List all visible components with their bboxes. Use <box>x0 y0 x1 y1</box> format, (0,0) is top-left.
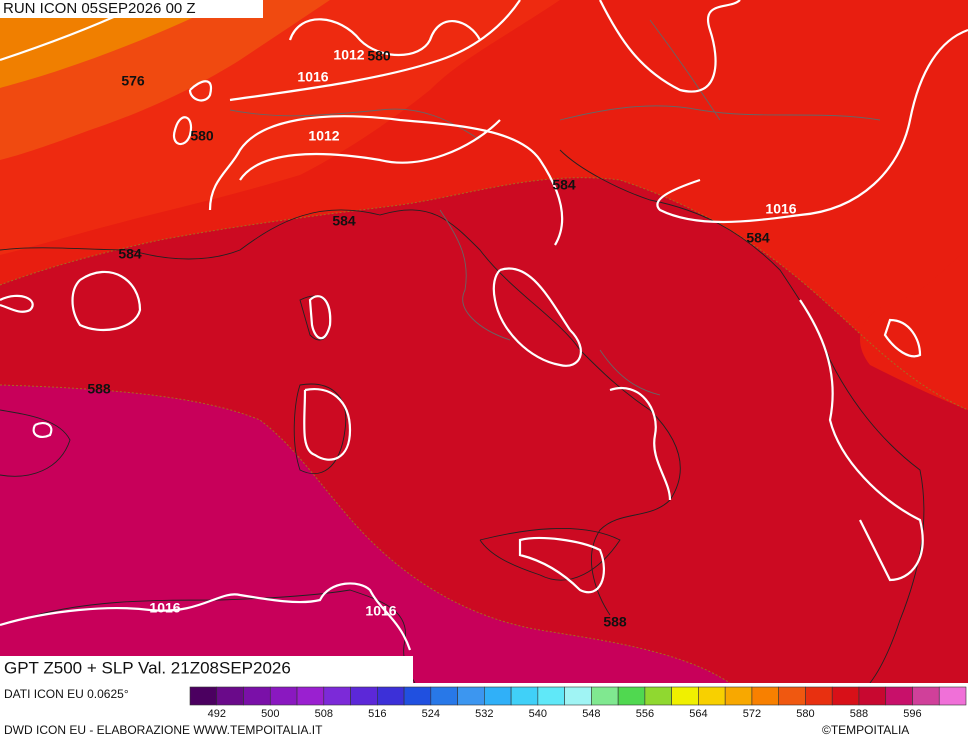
colorbar-label: 500 <box>261 708 279 720</box>
zone-boundary <box>0 384 731 684</box>
contour-label: 580 <box>367 48 391 64</box>
colorbar-label: 580 <box>796 708 814 720</box>
colorbar-swatch <box>617 686 646 706</box>
colorbar-swatch <box>778 686 806 706</box>
colorbar-label: 564 <box>689 708 707 720</box>
colorbar-swatch <box>938 686 967 706</box>
colorbar-swatch <box>457 686 485 706</box>
colorbar-swatch <box>269 686 298 706</box>
colorbar-swatch <box>751 686 779 706</box>
colorbar-label: 508 <box>315 708 333 720</box>
contour-label: 584 <box>552 177 576 193</box>
colorbar-swatch <box>430 686 458 706</box>
contour-label: 576 <box>121 73 145 89</box>
contour-label: 588 <box>87 381 111 397</box>
colorbar-swatch <box>537 686 565 706</box>
colorbar-swatch <box>216 686 244 706</box>
colorbar-label: 548 <box>582 708 600 720</box>
colorbar-swatch <box>644 686 672 706</box>
colorbar-swatch <box>510 686 539 706</box>
colorbar-label: 588 <box>850 708 868 720</box>
colorbar-label: 572 <box>743 708 761 720</box>
colorbar-label: 540 <box>529 708 547 720</box>
zone-boundary <box>0 177 968 411</box>
colorbar-swatch <box>403 686 432 706</box>
colorbar-label: 492 <box>208 708 226 720</box>
colorbar-swatch <box>858 686 887 706</box>
colorbar-swatch <box>591 686 619 706</box>
colorbar-swatch <box>724 686 753 706</box>
subtitle-box <box>0 656 413 683</box>
copyright: ©TEMPOITALIA <box>822 723 909 737</box>
contour-label: 1016 <box>765 201 796 217</box>
colorbar-swatch <box>243 686 271 706</box>
contour-label: 584 <box>332 213 356 229</box>
colorbar-label: 556 <box>636 708 654 720</box>
colorbar-swatch <box>484 686 512 706</box>
run-title: RUN ICON 05SEP2026 00 Z <box>3 0 196 17</box>
header-box <box>0 0 263 18</box>
contour-label: 1016 <box>149 600 180 616</box>
colorbar-swatch <box>377 686 405 706</box>
colorbar-swatch <box>912 686 940 706</box>
colorbar-swatch <box>698 686 726 706</box>
colorbar-swatch <box>831 686 860 706</box>
colorbar-swatch <box>296 686 325 706</box>
contour-label: 1016 <box>365 603 396 619</box>
colorbar-swatch <box>189 686 218 706</box>
colorbar: 492 500 508 516 524 532 540 548 556 564 572 580 588 5… <box>189 686 967 720</box>
colorbar-swatch <box>564 686 592 706</box>
colorbar-swatch <box>323 686 351 706</box>
colorbar-label: 524 <box>422 708 440 720</box>
colorbar-label: 596 <box>903 708 921 720</box>
source: DATI ICON EU 0.0625° <box>4 687 129 701</box>
isobar <box>0 0 968 651</box>
contour-label: 1016 <box>297 69 328 85</box>
colorbar-swatch <box>885 686 913 706</box>
contour-label: 584 <box>746 230 770 246</box>
contour-label: 1012 <box>333 47 364 63</box>
subtitle: GPT Z500 + SLP Val. 21Z08SEP2026 <box>4 658 291 677</box>
credit: DWD ICON EU - ELABORAZIONE WWW.TEMPOITAL… <box>4 723 323 737</box>
colorbar-label: 532 <box>475 708 493 720</box>
colorbar-label: 516 <box>368 708 386 720</box>
zone-572 <box>0 0 230 88</box>
colorbar-swatch <box>671 686 699 706</box>
contour-label: 580 <box>190 128 214 144</box>
colorbar-swatch <box>350 686 378 706</box>
contour-label: 584 <box>118 246 142 262</box>
contour-label: 588 <box>603 614 627 630</box>
colorbar-swatch <box>805 686 833 706</box>
border <box>229 19 881 396</box>
contour-label: 1012 <box>308 128 339 144</box>
